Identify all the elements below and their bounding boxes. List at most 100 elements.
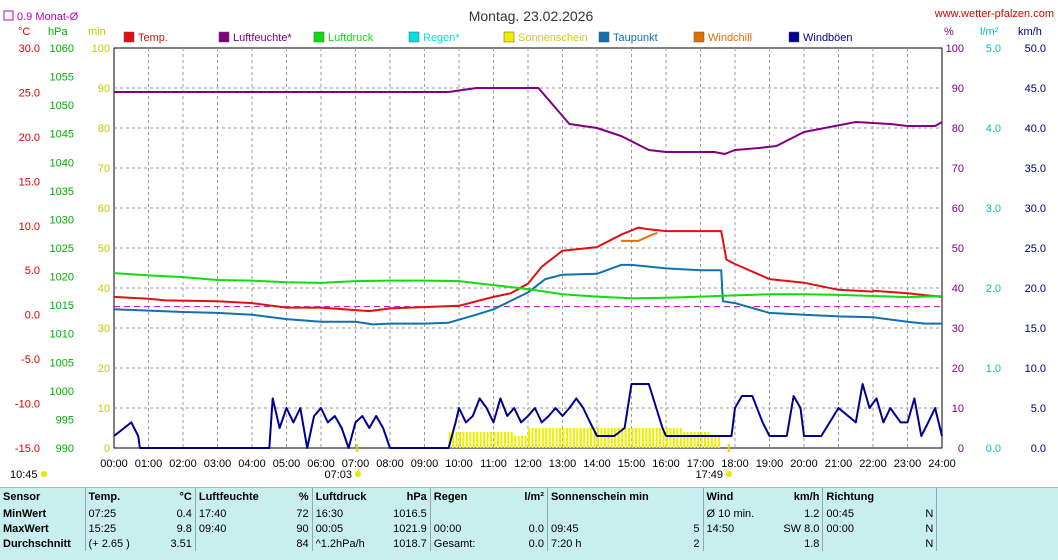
sunshine-bar <box>455 432 458 448</box>
dir-avg-value: N <box>925 537 934 550</box>
sunshine-bar <box>707 432 710 448</box>
kmh-tick-label: 10.0 <box>1025 363 1046 375</box>
unit-celsius: °C <box>18 26 30 38</box>
hour-tick-label: 13:00 <box>549 458 577 470</box>
temp-avg-value: 3.51 <box>170 537 192 550</box>
pct-tick-label: 90 <box>952 83 964 95</box>
legend-swatch <box>503 31 515 43</box>
sunshine-bar <box>676 428 679 448</box>
sun-min-value <box>652 506 703 521</box>
sunshine-bar <box>472 432 475 448</box>
hum-avg-time <box>194 536 269 551</box>
sunshine-bar <box>641 428 644 448</box>
day-length: 10:45 <box>10 469 38 481</box>
sunshine-bar <box>645 428 648 448</box>
sunshine-bar <box>672 428 675 448</box>
temp-max-value: 9.8 <box>176 522 192 535</box>
min-tick-label: 60 <box>98 203 110 215</box>
hdr-sensor: Sensor <box>3 491 41 503</box>
stats-panel: Sensor Temp. °C Luftfeuchte % Luftdruck … <box>0 487 1058 560</box>
wind-max-value: SW 8.0 <box>783 522 820 535</box>
hdr-rain-unit: l/m² <box>524 491 544 503</box>
hour-tick-label: 01:00 <box>135 458 163 470</box>
press-trend: ^1.2hPa/h <box>311 536 380 551</box>
press-avg-value: 1018.7 <box>393 537 427 550</box>
pct-tick-label: 50 <box>952 243 964 255</box>
rain-min-time <box>429 506 495 521</box>
sunshine-bar <box>476 432 479 448</box>
kmh-tick-label: 0.0 <box>1031 443 1046 455</box>
pct-tick-label: 60 <box>952 203 964 215</box>
hour-tick-label: 21:00 <box>825 458 853 470</box>
pct-tick-label: 40 <box>952 283 964 295</box>
sunshine-bar <box>648 428 651 448</box>
pct-tick-label: 20 <box>952 363 964 375</box>
sunshine-bar <box>679 428 682 448</box>
sunshine-bar <box>590 428 593 448</box>
series-layer <box>113 87 943 449</box>
wind-avg-time <box>702 536 770 551</box>
unit-kmh: km/h <box>1018 26 1042 38</box>
rain-total-label: Gesamt: <box>429 536 495 551</box>
hdr-sun: Sonnenschein min <box>546 488 652 506</box>
stats-header-row: Sensor Temp. °C Luftfeuchte % Luftdruck … <box>0 488 1058 506</box>
hdr-pressure-unit: hPa <box>406 491 427 503</box>
sun-avg-value: 2 <box>693 537 700 550</box>
sun-icon <box>355 471 361 477</box>
sunshine-bar <box>614 428 617 448</box>
temp-tick-label: -10.0 <box>15 399 40 411</box>
hour-tick-label: 10:00 <box>445 458 473 470</box>
sunshine-bar <box>462 432 465 448</box>
sunshine-bar <box>552 428 555 448</box>
sun-icon <box>41 471 47 477</box>
sunshine-bar <box>666 428 668 448</box>
kmh-tick-label: 40.0 <box>1025 123 1046 135</box>
sun-events: 07:03 17:49 10:45 <box>10 444 732 481</box>
min-tick-label: 100 <box>92 43 110 55</box>
hpa-tick-label: 1015 <box>50 300 74 312</box>
rain-tick-label: 4.0 <box>986 123 1001 135</box>
hour-tick-label: 05:00 <box>273 458 301 470</box>
temp-tick-label: 30.0 <box>19 43 40 55</box>
hum-max-value: 90 <box>296 522 309 535</box>
rain-tick-label: 1.0 <box>986 363 1001 375</box>
kmh-tick-label: 45.0 <box>1025 83 1046 95</box>
temp-tick-label: 15.0 <box>19 176 40 188</box>
hdr-temp-unit: °C <box>179 491 192 503</box>
unit-hpa: hPa <box>48 26 68 38</box>
hpa-tick-label: 1025 <box>50 243 74 255</box>
legend-label: Temp. <box>138 32 168 44</box>
sunrise-time: 07:03 <box>324 469 352 481</box>
hour-tick-label: 17:00 <box>687 458 715 470</box>
kmh-tick-label: 25.0 <box>1025 243 1046 255</box>
min-tick-label: 70 <box>98 163 110 175</box>
sunshine-bar <box>459 432 461 448</box>
sunshine-bar <box>669 428 672 448</box>
rain-tick-label: 0.0 <box>986 443 1001 455</box>
min-tick-label: 40 <box>98 283 110 295</box>
sunshine-bar <box>486 432 489 448</box>
sun-max-time: 09:45 <box>546 521 652 536</box>
press-min-value: 1016.5 <box>393 507 427 520</box>
hpa-tick-label: 1000 <box>50 386 74 398</box>
hour-tick-label: 12:00 <box>514 458 542 470</box>
hdr-wind: Wind <box>702 488 770 506</box>
sunshine-bar <box>617 428 620 448</box>
min-tick-label: 90 <box>98 83 110 95</box>
series-line-temp <box>113 226 943 313</box>
legend-swatch <box>598 31 610 43</box>
min-tick-label: 80 <box>98 123 110 135</box>
hpa-tick-label: 1005 <box>50 357 74 369</box>
temp-avg-delta: (+ 2.65 ) <box>84 536 152 551</box>
sunshine-bar <box>569 428 572 448</box>
hpa-tick-label: 1030 <box>50 214 74 226</box>
hpa-tick-label: 1045 <box>50 129 74 141</box>
pct-tick-label: 30 <box>952 323 964 335</box>
sunshine-bar <box>538 428 541 448</box>
site-link[interactable]: www.wetter-pfalzen.com <box>934 8 1054 20</box>
sunshine-bar <box>583 428 586 448</box>
legend-label: Taupunkt <box>613 32 658 44</box>
sunshine-bar <box>510 436 513 448</box>
legend-swatch <box>218 31 230 43</box>
hdr-pressure: Luftdruck <box>311 488 380 506</box>
